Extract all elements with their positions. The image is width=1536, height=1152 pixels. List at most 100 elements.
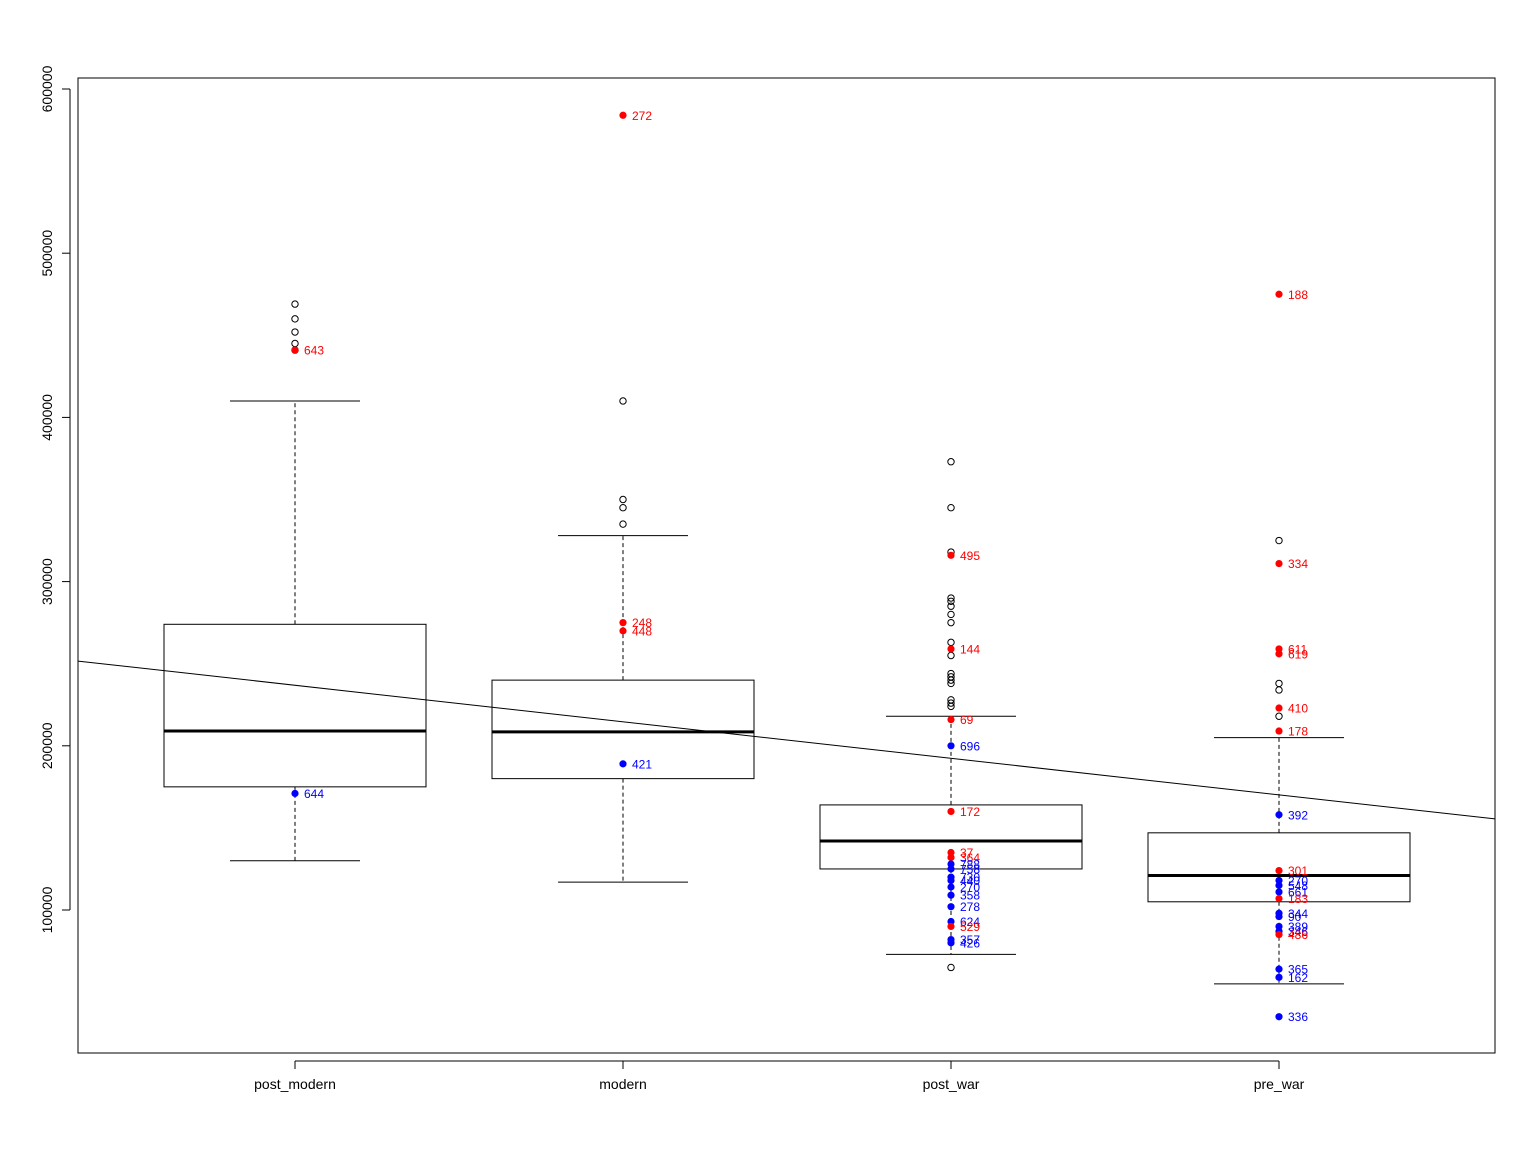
y-tick-label: 200000 — [39, 722, 55, 769]
point-label: 392 — [1288, 808, 1308, 822]
highlighted-point — [1275, 727, 1283, 735]
box-post_modern — [163, 300, 427, 862]
point-label: 183 — [1288, 892, 1308, 906]
outlier-point — [619, 397, 627, 405]
highlighted-point — [1275, 894, 1283, 903]
point-label: 389 — [1288, 920, 1308, 934]
point-label: 248 — [632, 616, 652, 630]
highlighted-point — [947, 917, 955, 926]
outlier-point — [291, 339, 299, 348]
point-label: 144 — [960, 642, 980, 656]
point-label: 278 — [960, 900, 980, 914]
highlighted-point — [1275, 650, 1283, 658]
outlier-point — [947, 669, 955, 678]
highlighted-point — [1275, 973, 1283, 981]
outlier-point — [947, 597, 955, 606]
x-tick-label: pre_war — [1254, 1076, 1305, 1092]
outlier-point — [947, 638, 955, 647]
point-label: 421 — [632, 757, 652, 771]
point-label: 495 — [960, 549, 980, 563]
y-tick-label: 400000 — [39, 394, 55, 441]
highlighted-point — [947, 807, 955, 816]
point-label: 661 — [1288, 885, 1308, 899]
point-label: 440 — [960, 874, 980, 888]
outlier-point — [1275, 679, 1283, 688]
point-label: 172 — [960, 805, 980, 819]
point-label: 301 — [1288, 864, 1308, 878]
point-label: 696 — [960, 739, 980, 753]
outlier-point — [1275, 536, 1283, 545]
point-label: 624 — [960, 915, 980, 929]
highlighted-point — [947, 903, 955, 911]
highlighted-point — [1275, 965, 1283, 973]
axes-layer: 100000 200000 300000 400000 500000 600000 post… — [39, 65, 1305, 1092]
point-label: 69 — [960, 713, 974, 727]
highlighted-point — [947, 939, 955, 947]
point-label: 643 — [304, 344, 324, 358]
point-label: 272 — [632, 109, 652, 123]
highlighted-point — [947, 551, 955, 559]
point-label: 270 — [1288, 874, 1308, 888]
outlier-point — [947, 699, 955, 707]
highlighted-point — [619, 111, 627, 119]
y-tick-label: 300000 — [39, 558, 55, 605]
point-label: 346 — [1288, 925, 1308, 939]
point-label: 334 — [1288, 557, 1308, 571]
outlier-point — [619, 504, 627, 512]
boxes-layer — [163, 300, 1411, 985]
highlighted-point — [947, 883, 955, 891]
point-label: 37 — [960, 846, 974, 860]
highlighted-point — [947, 715, 955, 724]
highlighted-point — [947, 865, 955, 873]
highlighted-point — [1275, 912, 1283, 921]
highlighted-point — [1275, 645, 1283, 653]
highlighted-point — [947, 853, 955, 862]
outlier-point — [947, 504, 955, 512]
outlier-point — [947, 673, 955, 681]
highlighted-point — [1275, 290, 1283, 298]
plot-frame — [77, 77, 1496, 1054]
regression-line-layer — [77, 660, 1496, 820]
x-tick-label: post_war — [923, 1076, 980, 1092]
x-tick-label: modern — [599, 1076, 646, 1092]
outlier-point — [947, 602, 955, 610]
box-modern — [491, 397, 755, 883]
highlighted-point — [1275, 922, 1283, 931]
point-label: 178 — [1288, 725, 1308, 739]
point-label: 619 — [1288, 647, 1308, 661]
outlier-point — [291, 315, 299, 323]
outlier-point — [291, 300, 299, 308]
point-label: 365 — [1288, 963, 1308, 977]
point-label: 357 — [960, 933, 980, 947]
highlighted-point — [1275, 704, 1283, 712]
y-tick-label: 100000 — [39, 886, 55, 933]
point-label: 336 — [1288, 1010, 1308, 1024]
outlier-point — [947, 696, 955, 704]
outlier-point — [947, 458, 955, 466]
point-label: 611 — [1288, 642, 1307, 656]
point-label: 448 — [632, 624, 652, 638]
point-label: 410 — [1288, 702, 1308, 716]
outlier-point — [619, 495, 627, 504]
highlighted-point — [619, 627, 627, 635]
iqr-box — [491, 679, 755, 780]
highlighted-point — [947, 860, 955, 868]
outlier-point — [947, 651, 955, 660]
point-label: 529 — [960, 920, 980, 934]
highlighted-point — [1275, 888, 1283, 896]
point-label: 644 — [304, 787, 324, 801]
highlighted-point — [291, 346, 299, 354]
point-label: 270 — [960, 881, 980, 895]
highlighted-point — [947, 848, 955, 857]
point-label: 162 — [1288, 971, 1308, 985]
highlighted-point — [619, 619, 627, 627]
point-label: 426 — [960, 936, 980, 950]
highlighted-point — [1275, 876, 1283, 885]
outlier-point — [947, 594, 955, 602]
highlighted-point — [947, 922, 955, 931]
x-tick-label: post_modern — [254, 1076, 336, 1092]
outlier-point — [291, 328, 299, 336]
highlighted-point — [1275, 1013, 1283, 1021]
outlier-point — [947, 963, 955, 972]
